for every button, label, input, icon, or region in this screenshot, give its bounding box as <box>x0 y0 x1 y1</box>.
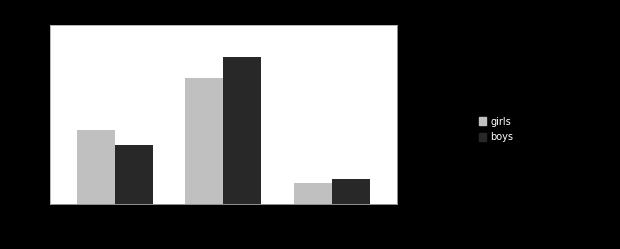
Bar <box>185 78 223 204</box>
Bar <box>77 130 115 204</box>
Bar <box>115 145 153 204</box>
Bar <box>294 183 332 204</box>
Bar <box>223 57 261 204</box>
Bar <box>332 179 370 204</box>
Legend: girls, boys: girls, boys <box>476 114 516 145</box>
